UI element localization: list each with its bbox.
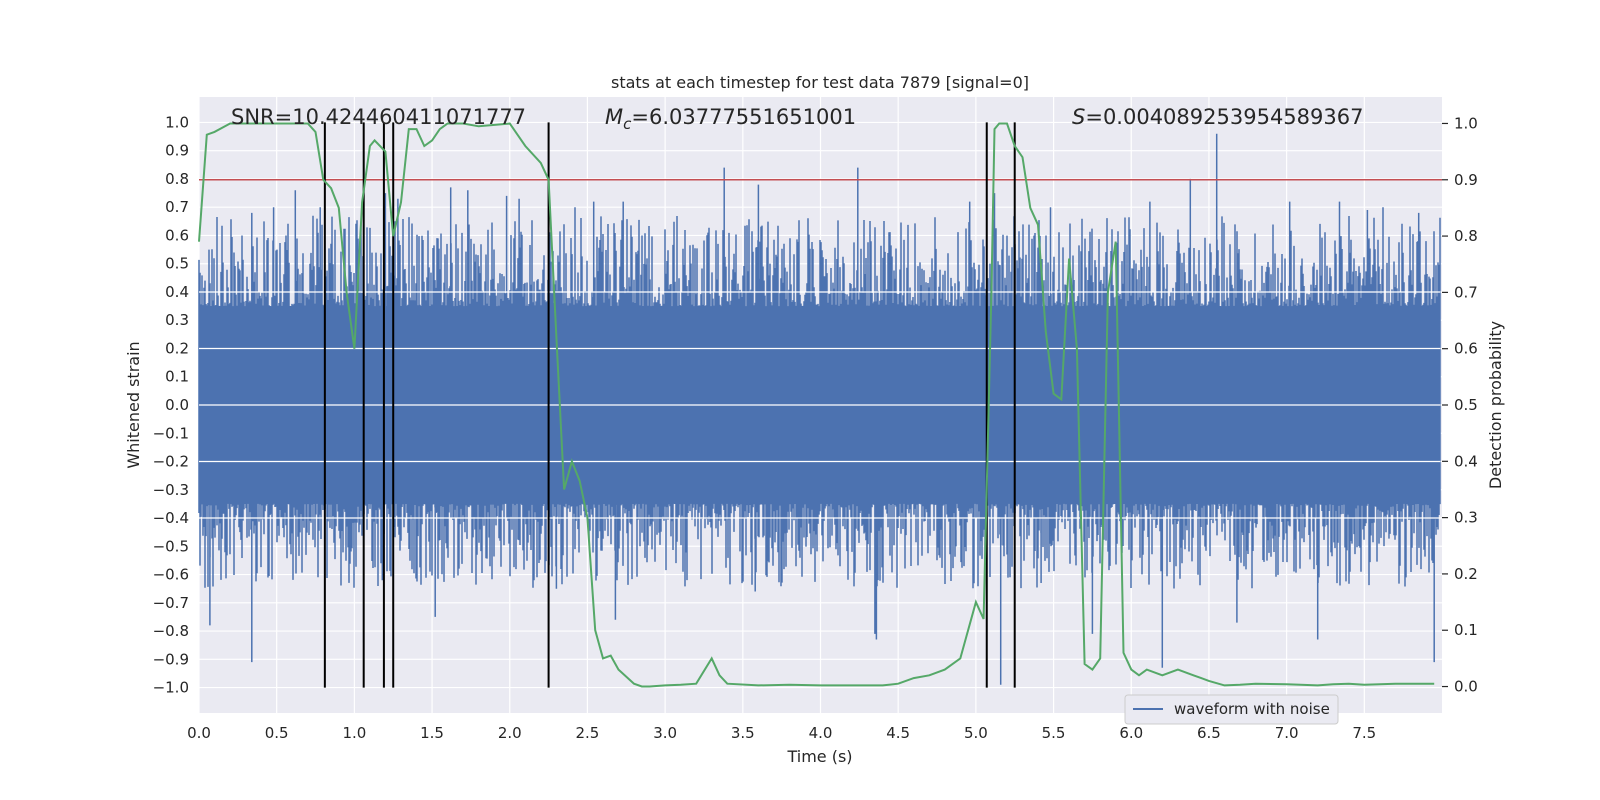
y-axis-left-ticks: 1.0 0.9 0.8 0.7 0.6 0.5 0.4 0.3 0.2 0.1 0.0 −0.1 −0.…	[153, 113, 189, 696]
y-tick-label: 0.9	[165, 142, 189, 160]
y2-tick-label: 0.6	[1454, 340, 1478, 358]
y-tick-label: −1.0	[153, 679, 189, 697]
y2-tick-label: 0.9	[1454, 171, 1478, 189]
x-tick-label: 5.0	[964, 724, 988, 742]
x-tick-label: 7.5	[1352, 724, 1376, 742]
x-tick-label: 3.5	[731, 724, 755, 742]
y-tick-label: 0.0	[165, 396, 189, 414]
x-axis-label: Time (s)	[786, 747, 852, 766]
y2-tick-label: 0.3	[1454, 509, 1478, 527]
x-tick-label: 7.0	[1275, 724, 1299, 742]
x-axis-ticks: 0.0 0.5 1.0 1.5 2.0 2.5 3.0 3.5 4.0 4.5 5.0 5.5 6.0 6…	[187, 724, 1376, 742]
y-tick-label: −0.3	[153, 481, 189, 499]
snr-annotation: SNR=10.424460411071777	[231, 105, 526, 129]
vertical-markers	[323, 122, 1016, 688]
y-tick-label: −0.9	[153, 650, 189, 668]
x-tick-label: 4.5	[886, 724, 910, 742]
detection-probability-line	[198, 122, 1435, 688]
y-tick-label: 0.1	[165, 368, 189, 386]
y-tick-label: 1.0	[165, 113, 189, 131]
y-tick-label: −0.8	[153, 622, 189, 640]
y-tick-label: −0.7	[153, 594, 189, 612]
y-tick-label: 0.8	[165, 170, 189, 188]
x-tick-label: 0.5	[265, 724, 289, 742]
s-annotation: S=0.004089253954589367	[1072, 105, 1363, 129]
y2-tick-label: 0.1	[1454, 621, 1478, 639]
y2-tick-label: 0.8	[1454, 227, 1478, 245]
y2-tick-label: 0.7	[1454, 283, 1478, 301]
y2-tick-label: 0.5	[1454, 396, 1478, 414]
x-tick-label: 1.0	[342, 724, 366, 742]
y-tick-label: −0.1	[153, 424, 189, 442]
y-tick-label: 0.7	[165, 198, 189, 216]
y-tick-label: −0.4	[153, 509, 189, 527]
y2-axis-label: Detection probability	[1486, 321, 1505, 489]
waveform-overlay-grid	[199, 291, 1441, 519]
x-tick-label: 3.0	[653, 724, 677, 742]
x-tick-label: 6.0	[1119, 724, 1143, 742]
y-tick-label: −0.5	[153, 537, 189, 555]
y-tick-label: −0.6	[153, 566, 189, 584]
legend-box	[1124, 694, 1339, 725]
y2-tick-label: 1.0	[1454, 114, 1478, 132]
mc-annotation: Mc=6.03777551651001	[605, 105, 856, 133]
y-tick-label: 0.4	[165, 283, 189, 301]
y-tick-label: 0.3	[165, 311, 189, 329]
y2-tick-label: 0.2	[1454, 565, 1478, 583]
x-tick-label: 0.0	[187, 724, 211, 742]
x-tick-label: 6.5	[1197, 724, 1221, 742]
y-tick-label: 0.2	[165, 339, 189, 357]
y2-tick-label: 0.0	[1454, 678, 1478, 696]
y-tick-label: −0.2	[153, 453, 189, 471]
x-tick-label: 2.5	[576, 724, 600, 742]
x-tick-label: 4.0	[809, 724, 833, 742]
y-axis-label: Whitened strain	[124, 341, 143, 468]
y-tick-label: 0.6	[165, 226, 189, 244]
x-tick-label: 2.0	[498, 724, 522, 742]
legend-label: waveform with noise	[1174, 700, 1330, 718]
x-tick-label: 5.5	[1042, 724, 1066, 742]
y-tick-label: 0.5	[165, 255, 189, 273]
legend: waveform with noise	[1124, 694, 1339, 725]
x-tick-label: 1.5	[420, 724, 444, 742]
y2-tick-label: 0.4	[1454, 452, 1478, 470]
chart-title: stats at each timestep for test data 787…	[611, 73, 1029, 92]
y-axis-right-ticks: 1.0 0.9 0.8 0.7 0.6 0.5 0.4 0.3 0.2 0.1 0.0	[1442, 114, 1478, 696]
